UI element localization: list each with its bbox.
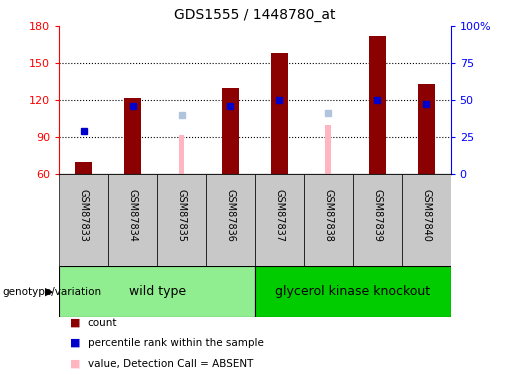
Bar	[369, 36, 386, 174]
Bar	[402, 174, 451, 266]
Text: wild type: wild type	[129, 285, 185, 298]
Bar	[222, 88, 239, 174]
Title: GDS1555 / 1448780_at: GDS1555 / 1448780_at	[174, 9, 336, 22]
Text: glycerol kinase knockout: glycerol kinase knockout	[275, 285, 431, 298]
Text: GSM87835: GSM87835	[177, 189, 186, 242]
Bar	[59, 266, 255, 317]
Bar	[75, 162, 92, 174]
Bar	[418, 84, 435, 174]
Text: percentile rank within the sample: percentile rank within the sample	[88, 338, 264, 348]
Bar	[353, 174, 402, 266]
Text: count: count	[88, 318, 117, 327]
Text: value, Detection Call = ABSENT: value, Detection Call = ABSENT	[88, 359, 253, 369]
Text: GSM87839: GSM87839	[372, 189, 382, 242]
Text: ▶: ▶	[45, 286, 53, 297]
Text: GSM87836: GSM87836	[226, 189, 235, 242]
Bar	[271, 53, 288, 174]
Bar	[255, 266, 451, 317]
Text: GSM87837: GSM87837	[274, 189, 284, 242]
Bar	[206, 174, 255, 266]
Text: GSM87840: GSM87840	[421, 189, 431, 242]
Text: GSM87838: GSM87838	[323, 189, 333, 242]
Text: genotype/variation: genotype/variation	[3, 286, 101, 297]
Bar	[304, 174, 353, 266]
Bar	[59, 174, 108, 266]
Bar	[157, 174, 206, 266]
Bar	[179, 135, 184, 174]
Text: GSM87833: GSM87833	[79, 189, 89, 242]
Text: ■: ■	[70, 338, 80, 348]
Bar	[325, 125, 331, 174]
Bar	[255, 174, 304, 266]
Text: ■: ■	[70, 318, 80, 327]
Text: ■: ■	[70, 359, 80, 369]
Text: GSM87834: GSM87834	[128, 189, 138, 242]
Bar	[108, 174, 157, 266]
Bar	[124, 98, 141, 174]
